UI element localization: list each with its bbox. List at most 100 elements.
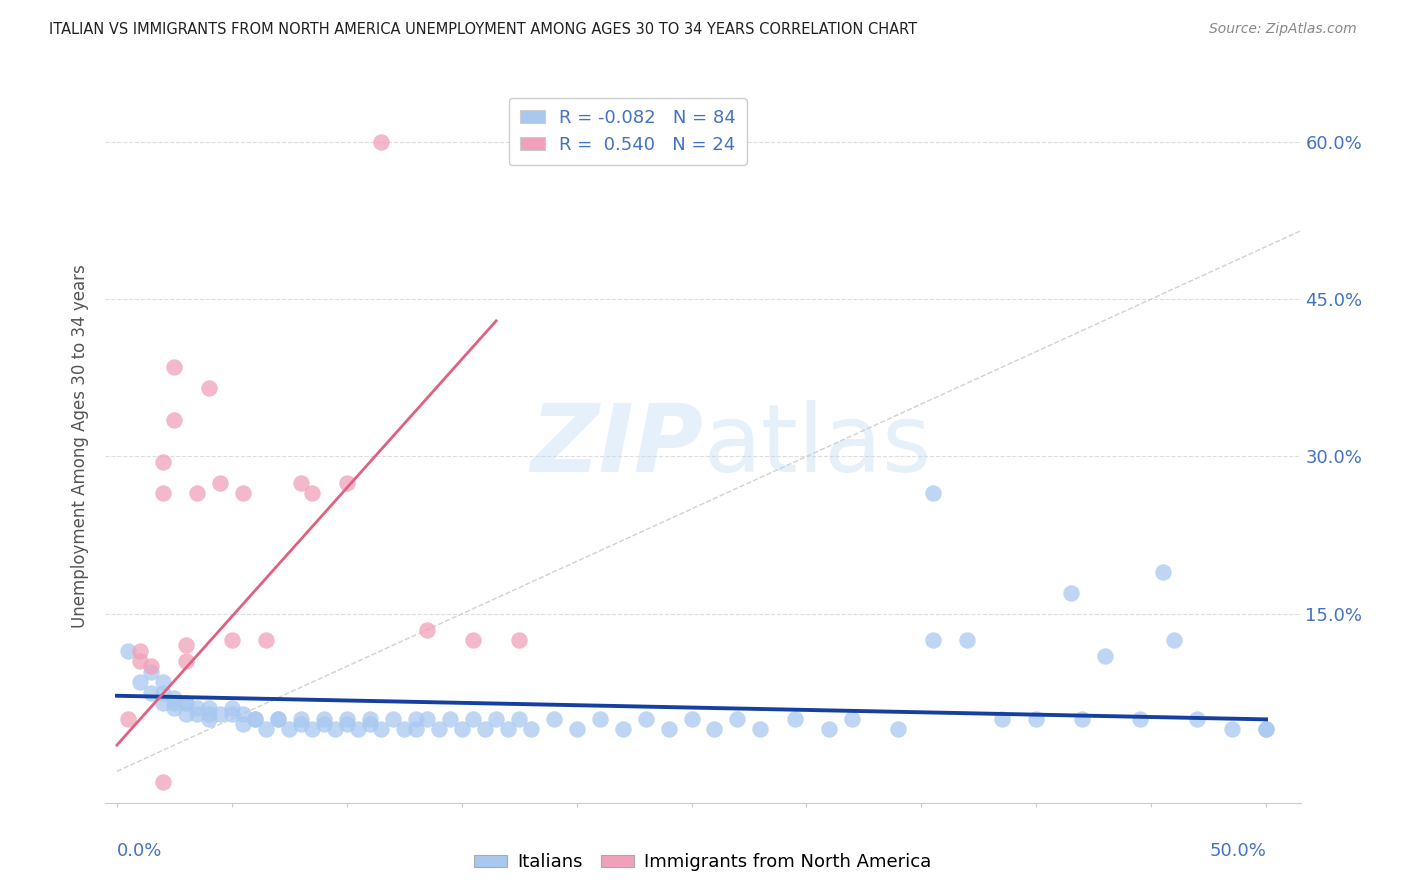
Point	[612, 723, 634, 737]
Point	[1185, 712, 1208, 726]
Point	[336, 717, 359, 731]
Point	[543, 712, 565, 726]
Point	[290, 712, 312, 726]
Point	[336, 712, 359, 726]
Point	[359, 712, 381, 726]
Point	[405, 712, 427, 726]
Point	[174, 639, 197, 653]
Point	[209, 706, 232, 721]
Point	[841, 712, 863, 726]
Point	[336, 475, 359, 490]
Point	[152, 774, 174, 789]
Point	[232, 717, 254, 731]
Point	[221, 633, 243, 648]
Point	[152, 486, 174, 500]
Point	[416, 623, 439, 637]
Point	[463, 712, 485, 726]
Point	[634, 712, 657, 726]
Point	[267, 712, 290, 726]
Point	[921, 633, 943, 648]
Point	[186, 486, 208, 500]
Point	[129, 654, 152, 668]
Point	[174, 696, 197, 710]
Legend: R = -0.082   N = 84, R =  0.540   N = 24: R = -0.082 N = 84, R = 0.540 N = 24	[509, 98, 747, 165]
Point	[129, 675, 152, 690]
Point	[416, 712, 439, 726]
Point	[174, 706, 197, 721]
Point	[117, 643, 139, 657]
Text: atlas: atlas	[703, 400, 931, 492]
Point	[243, 712, 266, 726]
Point	[405, 723, 427, 737]
Point	[1152, 565, 1174, 579]
Point	[1060, 586, 1083, 600]
Point	[508, 712, 530, 726]
Point	[370, 723, 392, 737]
Point	[990, 712, 1012, 726]
Point	[1129, 712, 1152, 726]
Point	[141, 685, 163, 699]
Point	[290, 717, 312, 731]
Point	[152, 685, 174, 699]
Point	[508, 633, 530, 648]
Point	[267, 712, 290, 726]
Point	[474, 723, 496, 737]
Point	[254, 633, 277, 648]
Point	[727, 712, 749, 726]
Point	[749, 723, 772, 737]
Point	[347, 723, 370, 737]
Point	[221, 701, 243, 715]
Point	[783, 712, 806, 726]
Point	[152, 455, 174, 469]
Legend: Italians, Immigrants from North America: Italians, Immigrants from North America	[467, 847, 939, 879]
Point	[1163, 633, 1185, 648]
Point	[243, 712, 266, 726]
Point	[485, 712, 508, 726]
Point	[312, 712, 335, 726]
Point	[117, 712, 139, 726]
Point	[657, 723, 679, 737]
Point	[887, 723, 910, 737]
Point	[141, 665, 163, 679]
Point	[921, 486, 943, 500]
Point	[278, 723, 301, 737]
Point	[186, 706, 208, 721]
Point	[254, 723, 277, 737]
Point	[1220, 723, 1243, 737]
Point	[163, 696, 186, 710]
Text: Source: ZipAtlas.com: Source: ZipAtlas.com	[1209, 22, 1357, 37]
Point	[956, 633, 979, 648]
Point	[1094, 648, 1116, 663]
Point	[681, 712, 703, 726]
Point	[818, 723, 841, 737]
Point	[301, 723, 323, 737]
Text: 50.0%: 50.0%	[1209, 842, 1265, 860]
Point	[186, 701, 208, 715]
Point	[381, 712, 404, 726]
Point	[163, 701, 186, 715]
Point	[129, 643, 152, 657]
Point	[141, 659, 163, 673]
Point	[152, 696, 174, 710]
Point	[174, 696, 197, 710]
Point	[312, 717, 335, 731]
Point	[198, 381, 221, 395]
Point	[439, 712, 461, 726]
Point	[392, 723, 416, 737]
Point	[232, 706, 254, 721]
Text: ITALIAN VS IMMIGRANTS FROM NORTH AMERICA UNEMPLOYMENT AMONG AGES 30 TO 34 YEARS : ITALIAN VS IMMIGRANTS FROM NORTH AMERICA…	[49, 22, 917, 37]
Point	[198, 701, 221, 715]
Point	[450, 723, 472, 737]
Text: ZIP: ZIP	[530, 400, 703, 492]
Point	[163, 690, 186, 705]
Point	[163, 413, 186, 427]
Point	[519, 723, 541, 737]
Text: 0.0%: 0.0%	[117, 842, 162, 860]
Point	[290, 475, 312, 490]
Point	[221, 706, 243, 721]
Point	[427, 723, 450, 737]
Point	[1254, 723, 1277, 737]
Point	[463, 633, 485, 648]
Point	[359, 717, 381, 731]
Point	[232, 486, 254, 500]
